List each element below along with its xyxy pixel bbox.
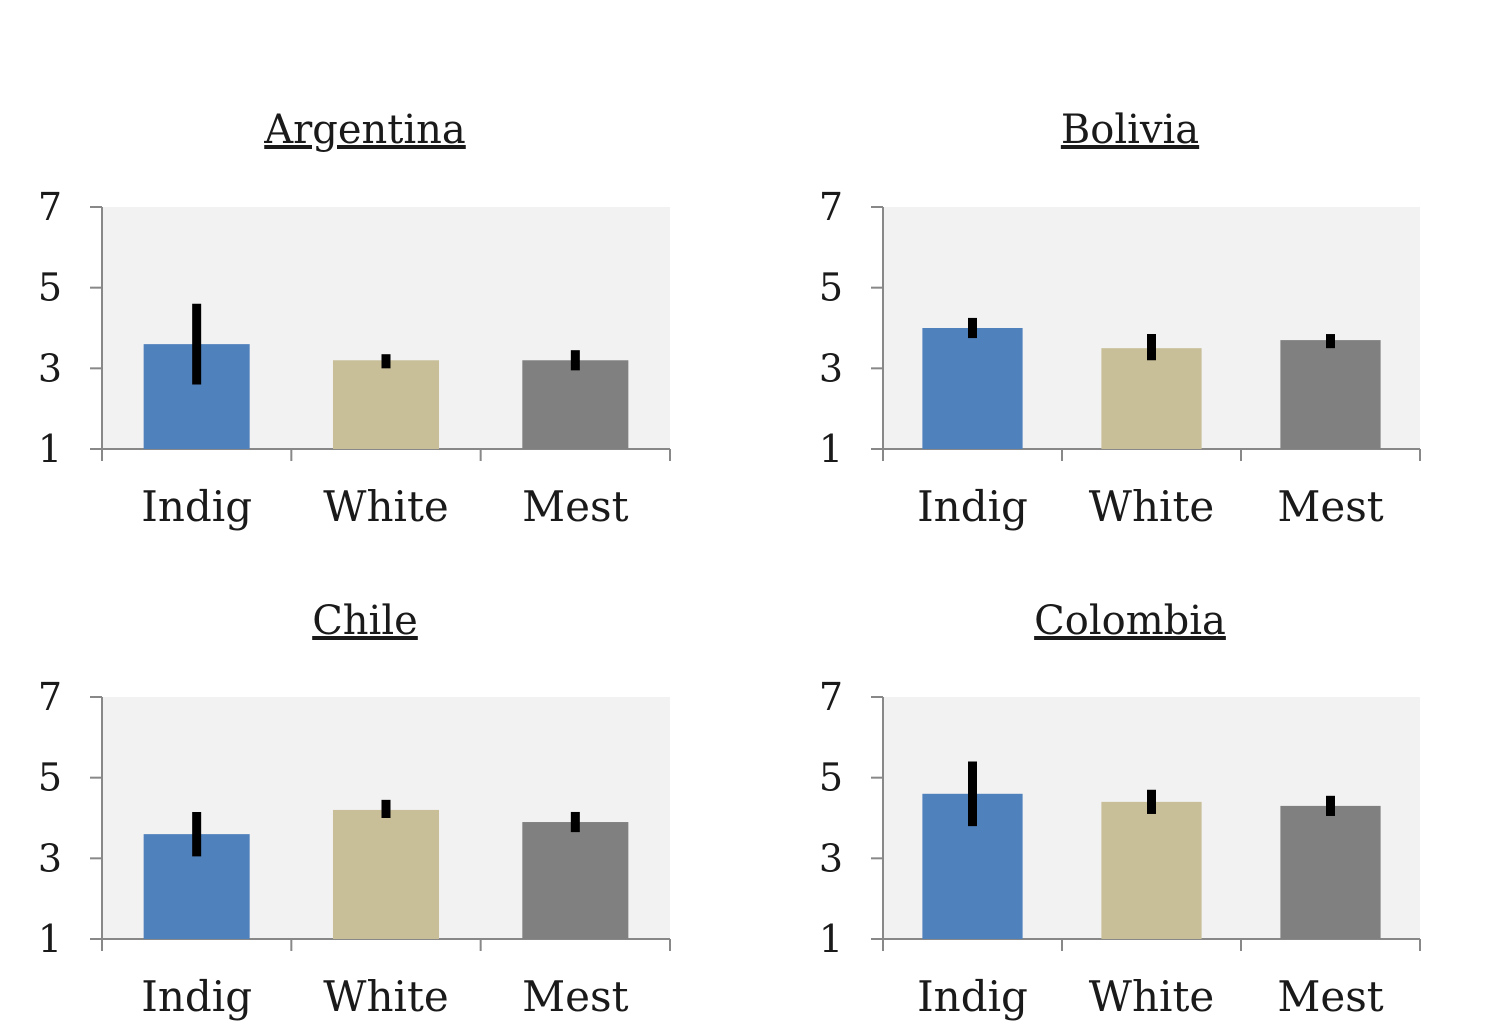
bar-mest <box>1280 340 1381 449</box>
chart-panel-colombia: Colombia 1 3 5 7 Indig White Mest <box>819 598 1421 1021</box>
bar-indig <box>922 328 1023 449</box>
x-category-label: Indig <box>141 972 252 1021</box>
chart-panel-chile: Chile 1 3 5 7 Indig White Mest <box>38 598 671 1021</box>
x-category-label: Mest <box>522 972 628 1021</box>
x-category-label: Indig <box>917 482 1028 531</box>
chart-panel-bolivia: Bolivia 1 3 5 7 Indig White Mest <box>819 107 1421 531</box>
x-category-label: White <box>323 972 448 1021</box>
x-category-label: White <box>1089 482 1214 531</box>
x-category-label: White <box>1089 972 1214 1021</box>
y-tick-label: 3 <box>819 346 843 390</box>
x-category-label: Mest <box>1277 482 1383 531</box>
panel-title: Bolivia <box>1061 107 1199 153</box>
y-tick-label: 3 <box>38 836 62 880</box>
y-tick-label: 1 <box>819 427 843 471</box>
x-category-label: Indig <box>917 972 1028 1021</box>
bar-white <box>332 360 440 449</box>
y-tick-label: 7 <box>819 185 843 229</box>
bar-white <box>1101 348 1202 449</box>
bar-white <box>332 809 440 939</box>
y-tick-label: 1 <box>38 917 62 961</box>
y-tick-label: 5 <box>38 756 62 800</box>
x-category-label: Indig <box>141 482 252 531</box>
x-category-label: White <box>323 482 448 531</box>
y-tick-label: 7 <box>38 185 62 229</box>
y-tick-label: 3 <box>38 346 62 390</box>
panel-title: Chile <box>312 598 418 644</box>
y-tick-label: 1 <box>819 917 843 961</box>
bar-mest <box>522 822 629 939</box>
y-tick-label: 7 <box>819 675 843 719</box>
bar-mest <box>1280 805 1381 939</box>
y-tick-label: 5 <box>38 266 62 310</box>
panel-title: Colombia <box>1034 598 1226 644</box>
bar-mest <box>522 360 629 449</box>
y-tick-label: 5 <box>819 266 843 310</box>
chart-panel-argentina: Argentina 1 3 5 7 Indig White Mest <box>38 107 671 531</box>
x-category-label: Mest <box>522 482 628 531</box>
y-tick-label: 5 <box>819 756 843 800</box>
y-tick-label: 3 <box>819 836 843 880</box>
panel-title: Argentina <box>263 107 466 153</box>
x-category-label: Mest <box>1277 972 1383 1021</box>
y-tick-label: 7 <box>38 675 62 719</box>
bar-white <box>1101 801 1202 939</box>
y-tick-label: 1 <box>38 427 62 471</box>
